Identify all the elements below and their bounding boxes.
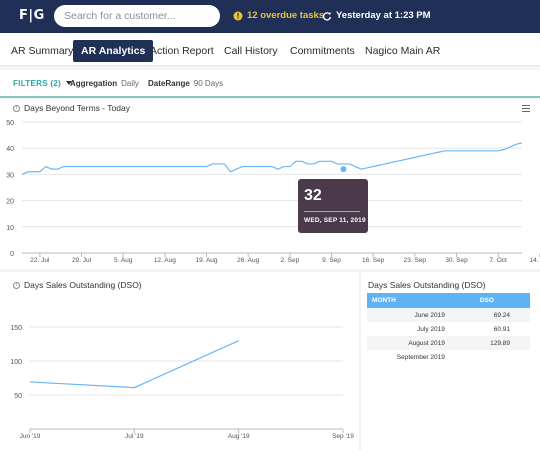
daterange-filter[interactable]: DateRange 90 Days bbox=[148, 79, 223, 88]
y-tick-label: 40 bbox=[6, 146, 14, 153]
x-tick-label: 23. Sep bbox=[404, 257, 427, 264]
refresh-time-label: Yesterday at 1:23 PM bbox=[336, 10, 431, 21]
tab-commitments[interactable]: Commitments bbox=[290, 45, 355, 57]
x-tick-label: 26. Aug bbox=[237, 257, 259, 264]
overdue-tasks-label: 12 overdue tasks bbox=[247, 10, 325, 21]
table-row: September 2019 bbox=[367, 350, 530, 364]
y-tick-label: 0 bbox=[10, 251, 14, 258]
month-column-header: MONTH bbox=[367, 293, 475, 308]
x-tick-label: 5. Aug bbox=[114, 257, 133, 264]
table-row: July 2019 60.91 bbox=[367, 322, 530, 336]
x-tick-label: Sep '19 bbox=[332, 433, 354, 440]
tab-ar-summary[interactable]: AR Summary bbox=[11, 45, 74, 57]
y-tick-label: 50 bbox=[6, 120, 14, 127]
dso-column-header: DSO bbox=[474, 293, 530, 308]
overdue-tasks-link[interactable]: 12 overdue tasks bbox=[233, 10, 324, 21]
alert-icon bbox=[233, 11, 243, 20]
y-tick-label: 10 bbox=[6, 225, 14, 232]
tab-nagico-main-ar[interactable]: Nagico Main AR bbox=[365, 45, 441, 57]
app-logo[interactable]: F|G bbox=[19, 8, 45, 23]
days-beyond-terms-title-text: Days Beyond Terms - Today bbox=[24, 103, 130, 113]
days-beyond-terms-title: i Days Beyond Terms - Today bbox=[13, 103, 130, 113]
table-row: August 2019 129.89 bbox=[367, 336, 530, 350]
y-tick-label: 150 bbox=[10, 325, 22, 332]
y-tick-label: 50 bbox=[14, 393, 22, 400]
aggregation-label: Aggregation bbox=[70, 78, 118, 88]
filter-bar: FILTERS (2) Aggregation Daily DateRange 90… bbox=[0, 70, 540, 98]
filters-toggle[interactable]: FILTERS (2) bbox=[13, 78, 73, 88]
aggregation-value: Daily bbox=[121, 78, 139, 88]
days-beyond-terms-chart: 0 10 20 30 40 50 22. Jul 29. Jul 5. Aug 12. Aug 19… bbox=[6, 120, 540, 264]
chart-menu-icon[interactable] bbox=[522, 103, 530, 114]
x-tick-label: Jul '19 bbox=[125, 433, 144, 440]
caret-down-icon bbox=[66, 81, 73, 85]
x-tick-label: 9. Sep bbox=[322, 257, 341, 264]
refresh-button[interactable]: Yesterday at 1:23 PM bbox=[322, 10, 431, 21]
daterange-value: 90 Days bbox=[193, 78, 224, 88]
tooltip-divider bbox=[304, 211, 360, 212]
x-tick-label: 19. Aug bbox=[195, 257, 217, 264]
customer-search-input[interactable] bbox=[54, 5, 220, 27]
dso-cell: 69.24 bbox=[474, 308, 530, 322]
aggregation-filter[interactable]: Aggregation Daily bbox=[70, 79, 139, 88]
top-bar: F|G 12 overdue tasks Yesterday at 1:23 P… bbox=[0, 0, 540, 33]
dso-cell bbox=[475, 350, 530, 364]
highlight-point bbox=[339, 165, 348, 174]
month-cell: July 2019 bbox=[417, 325, 445, 333]
x-tick-label: Aug '19 bbox=[228, 433, 250, 440]
daterange-label: DateRange bbox=[148, 78, 190, 88]
info-icon: i bbox=[13, 281, 20, 289]
series-line bbox=[29, 340, 239, 389]
dso-table: MONTH DSO June 2019 69.24 July 2019 60.9… bbox=[367, 293, 530, 364]
table-row: June 2019 69.24 bbox=[367, 308, 530, 322]
y-tick-label: 30 bbox=[6, 172, 14, 179]
tab-ar-analytics[interactable]: AR Analytics bbox=[73, 40, 154, 62]
table-header-row: MONTH DSO bbox=[367, 293, 530, 308]
tab-call-history[interactable]: Call History bbox=[224, 45, 278, 57]
chart-tooltip: 32 WED, SEP 11, 2019 bbox=[298, 179, 368, 233]
x-tick-label: Jun '19 bbox=[20, 433, 41, 440]
x-tick-label: 30. Sep bbox=[445, 257, 468, 264]
dso-table-title: Days Sales Outstanding (DSO) bbox=[368, 280, 486, 290]
x-tick-label: 14. Oct bbox=[529, 257, 540, 264]
month-cell: August 2019 bbox=[367, 336, 475, 350]
series-line bbox=[21, 142, 523, 175]
info-icon: i bbox=[13, 104, 20, 112]
refresh-icon bbox=[322, 11, 332, 21]
dso-chart: 50 100 150 Jun '19 Jul '19 Aug '19 Sep '19 bbox=[10, 325, 354, 440]
x-tick-label: 16. Sep bbox=[362, 257, 385, 264]
x-tick-label: 7. Oct bbox=[490, 257, 508, 264]
x-tick-label: 12. Aug bbox=[154, 257, 176, 264]
dso-cell: 129.89 bbox=[474, 336, 530, 350]
days-beyond-terms-panel: i Days Beyond Terms - Today bbox=[0, 99, 540, 269]
x-tick-label: 22. Jul bbox=[30, 257, 50, 264]
tab-action-report[interactable]: Action Report bbox=[150, 45, 214, 57]
tooltip-value: 32 bbox=[304, 187, 322, 204]
y-tick-label: 20 bbox=[6, 199, 14, 206]
x-tick-label: 2. Sep bbox=[280, 257, 299, 264]
month-cell: September 2019 bbox=[396, 353, 445, 361]
dso-cell: 60.91 bbox=[493, 325, 510, 333]
x-tick-label: 29. Jul bbox=[72, 257, 92, 264]
y-tick-label: 100 bbox=[10, 359, 22, 366]
month-cell: June 2019 bbox=[367, 308, 475, 322]
tab-bar: AR Summary AR Analytics Action Report Ca… bbox=[0, 33, 540, 66]
filters-label: FILTERS (2) bbox=[13, 78, 62, 88]
tooltip-date: WED, SEP 11, 2019 bbox=[304, 217, 366, 224]
dso-chart-title: i Days Sales Outstanding (DSO) bbox=[13, 280, 142, 290]
dso-chart-title-text: Days Sales Outstanding (DSO) bbox=[24, 280, 142, 290]
